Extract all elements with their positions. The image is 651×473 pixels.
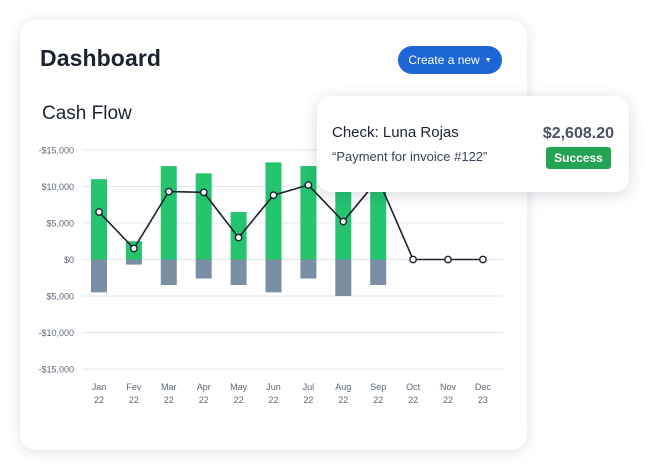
x-tick-month: Jun xyxy=(266,382,281,392)
transaction-title: Check: Luna Rojas xyxy=(332,124,459,141)
x-tick-month: Aug xyxy=(335,382,351,392)
net-line xyxy=(98,177,483,261)
x-tick-year: 22 xyxy=(234,395,244,405)
inflow-bar xyxy=(91,179,107,260)
x-tick-month: Mar xyxy=(161,382,177,392)
net-point xyxy=(409,255,417,264)
net-point xyxy=(234,233,243,242)
dashboard-card: Dashboard Create a new ▼ Cash Flow View … xyxy=(20,20,527,450)
x-tick-month: May xyxy=(230,382,248,392)
page-title: Dashboard xyxy=(40,45,162,71)
net-point xyxy=(269,191,278,200)
x-tick-month: Dec xyxy=(475,382,492,392)
x-tick-month: Apr xyxy=(197,382,211,392)
y-tick-label: $0 xyxy=(64,255,74,265)
x-tick-year: 22 xyxy=(164,395,174,405)
x-tick-year: 22 xyxy=(373,395,383,405)
inflow-bar xyxy=(300,166,317,260)
x-tick-month: Jul xyxy=(303,382,315,392)
net-point xyxy=(444,255,452,264)
x-tick-year: 22 xyxy=(199,395,209,405)
y-tick-label: -$15,000 xyxy=(38,146,74,156)
x-tick-month: Fev xyxy=(126,382,142,392)
create-new-label: Create a new xyxy=(408,53,480,67)
outflow-bar xyxy=(230,259,247,286)
x-tick-year: 22 xyxy=(268,395,278,405)
status-badge: Success xyxy=(546,147,611,169)
outflow-bar xyxy=(370,259,387,286)
x-tick-year: 23 xyxy=(478,395,488,405)
x-tick-year: 22 xyxy=(129,395,139,405)
cash-flow-title: Cash Flow xyxy=(42,103,132,124)
inflow-bar xyxy=(195,173,212,260)
outflow-bar xyxy=(335,259,352,296)
y-tick-label: $10,000 xyxy=(41,182,74,192)
outflow-bar xyxy=(160,259,177,286)
y-tick-label: $5,000 xyxy=(46,219,74,229)
net-point xyxy=(304,181,313,189)
outflow-bar xyxy=(300,259,317,279)
outflow-bar xyxy=(265,259,282,293)
create-new-button[interactable]: Create a new ▼ xyxy=(398,46,502,74)
x-tick-year: 22 xyxy=(303,395,313,405)
outflow-bar xyxy=(91,259,107,293)
outflow-bar xyxy=(125,259,142,265)
caret-down-icon: ▼ xyxy=(484,56,492,64)
x-tick-month: Nov xyxy=(440,382,457,392)
cash-flow-chart: -$15,000 $10,000 $5,000 $0 $5,000 -$10,000 -$1… xyxy=(38,146,503,405)
x-tick-month: Oct xyxy=(406,382,421,392)
net-point xyxy=(164,187,173,196)
inflow-bar xyxy=(265,162,282,260)
x-tick-year: 22 xyxy=(443,395,453,405)
transaction-amount: $2,608.20 xyxy=(542,125,614,142)
y-tick-label: -$15,000 xyxy=(38,365,74,375)
outflow-bar xyxy=(195,259,212,279)
x-tick-month: Jan xyxy=(92,382,107,392)
x-tick-year: 22 xyxy=(94,395,104,405)
x-tick-month: Sep xyxy=(370,382,386,392)
x-tick-year: 22 xyxy=(338,395,348,405)
inflow-bar xyxy=(160,166,177,260)
transaction-popup: Check: Luna Rojas “Payment for invoice #… xyxy=(317,96,629,192)
transaction-description: “Payment for invoice #122” xyxy=(332,149,488,164)
x-tick-year: 22 xyxy=(408,395,418,405)
y-tick-label: -$10,000 xyxy=(38,328,74,338)
net-point xyxy=(95,208,103,216)
y-tick-label: $5,000 xyxy=(46,292,74,302)
net-point xyxy=(199,188,208,197)
net-point xyxy=(339,217,348,226)
net-point xyxy=(130,244,138,253)
net-point xyxy=(478,255,487,264)
